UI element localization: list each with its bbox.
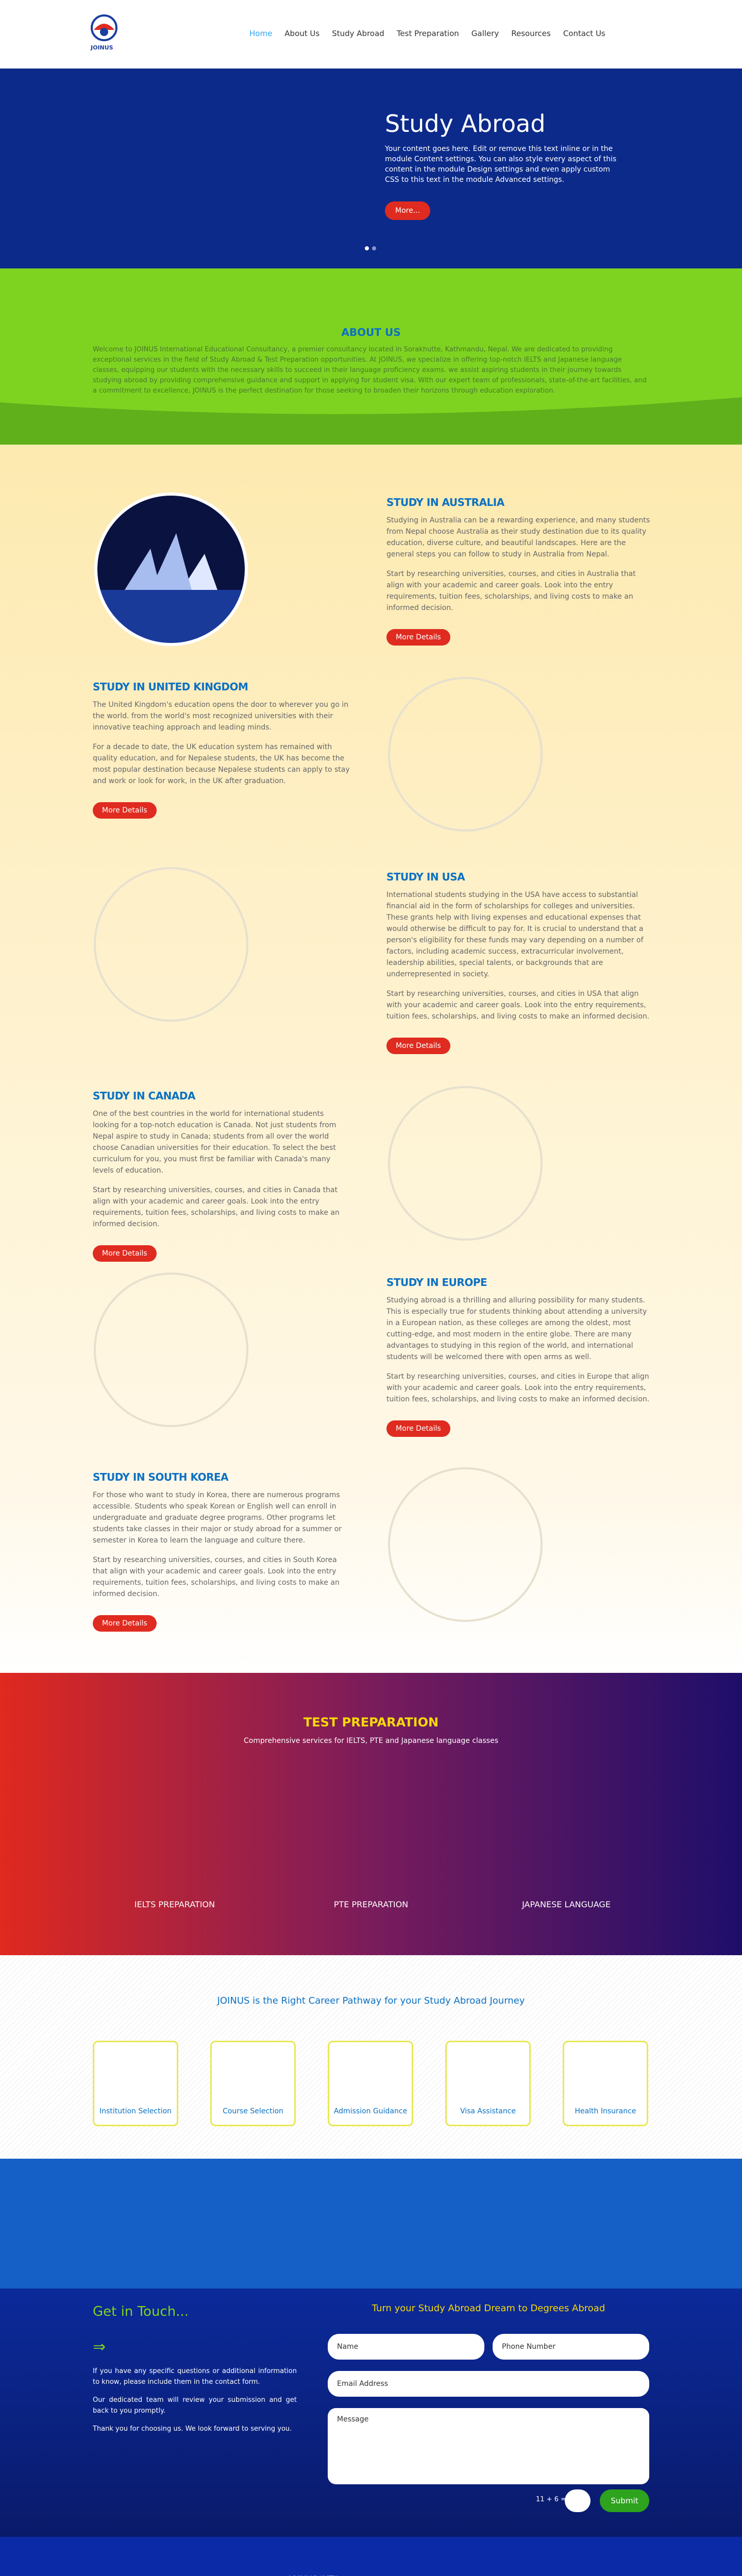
destination-image-placeholder <box>388 677 543 832</box>
destination-title: STUDY IN EUROPE <box>386 1276 487 1289</box>
pathway-card[interactable]: Admission Guidance <box>328 2041 413 2126</box>
contact-text: If you have any specific questions or ad… <box>93 2366 297 2442</box>
pathway-card[interactable]: Visa Assistance <box>445 2041 531 2126</box>
nav-link[interactable]: Test Preparation <box>396 29 459 38</box>
more-details-button[interactable]: More Details <box>386 1038 450 1054</box>
contact-title: Get in Touch... <box>93 2304 189 2319</box>
destination-title: STUDY IN SOUTH KOREA <box>93 1471 229 1483</box>
destination-paragraph: For those who want to study in Korea, th… <box>93 1491 342 1545</box>
logo-icon <box>91 14 117 41</box>
destination-image <box>94 493 248 646</box>
email-input[interactable]: Email Address <box>328 2371 649 2397</box>
nav-link[interactable]: Gallery <box>471 29 499 38</box>
destination-title: STUDY IN AUSTRALIA <box>386 496 504 509</box>
pathway-label: Course Selection <box>223 2107 283 2115</box>
nav-link[interactable]: Home <box>249 29 273 38</box>
destination-text: STUDY IN SOUTH KOREA For those who want t… <box>93 1471 350 1632</box>
nav-link[interactable]: Contact Us <box>563 29 605 38</box>
destination-paragraph: Studying in Australia can be a rewarding… <box>386 516 650 558</box>
pathway-label: Health Insurance <box>575 2107 636 2115</box>
hero-title: Study Abroad <box>385 110 546 138</box>
destination-paragraph: International students studying in the U… <box>386 891 644 978</box>
destination-paragraph: The United Kingdom's education opens the… <box>93 701 349 732</box>
test-prep-item[interactable]: JAPANESE LANGUAGE <box>522 1900 611 1909</box>
pathway-card[interactable]: Course Selection <box>210 2041 296 2126</box>
destination-paragraph: Start by researching universities, cours… <box>93 1556 340 1598</box>
contact-paragraph: If you have any specific questions or ad… <box>93 2367 297 2386</box>
contact-paragraph: Our dedicated team will review your subm… <box>93 2396 297 2415</box>
destination-paragraph: Start by researching universities, cours… <box>386 990 650 1021</box>
pathway-label: Institution Selection <box>99 2107 172 2115</box>
slider-dot[interactable] <box>365 246 369 250</box>
phone-input[interactable]: Phone Number <box>493 2334 649 2360</box>
more-details-button[interactable]: More Details <box>93 1245 157 1262</box>
org-line1: JOINUS INT'L <box>289 2574 341 2576</box>
submit-button[interactable]: Submit <box>600 2489 649 2512</box>
destination-paragraph: Start by researching universities, cours… <box>386 570 636 612</box>
destination-text: STUDY IN EUROPE Studying abroad is a thri… <box>386 1276 654 1437</box>
message-input[interactable]: Message <box>328 2408 649 2484</box>
band <box>0 2159 742 2289</box>
captcha-input[interactable] <box>565 2489 591 2512</box>
more-details-button[interactable]: More Details <box>386 1420 450 1437</box>
test-prep-title: TEST PREPARATION <box>303 1715 439 1730</box>
destination-text: STUDY IN CANADA One of the best countries… <box>93 1090 350 1262</box>
wave <box>0 397 742 445</box>
form-title: Turn your Study Abroad Dream to Degrees … <box>372 2303 605 2314</box>
about-text: Welcome to JOINUS International Educatio… <box>93 346 647 395</box>
test-prep-item[interactable]: IELTS PREPARATION <box>134 1900 215 1909</box>
pathway-card[interactable]: Institution Selection <box>93 2041 178 2126</box>
destination-text: STUDY IN UNITED KINGDOM The United Kingdo… <box>93 681 350 819</box>
destination-paragraph: Start by researching universities, cours… <box>386 1372 650 1403</box>
hero-button[interactable]: More... <box>385 201 431 220</box>
destination-image-placeholder <box>388 1086 543 1241</box>
slider-dot[interactable] <box>372 246 376 250</box>
test-prep: TEST PREPARATION Comprehensive services … <box>0 1673 742 1955</box>
destination-paragraph: One of the best countries in the world f… <box>93 1110 336 1175</box>
destination-title: STUDY IN USA <box>386 871 465 883</box>
nav-link[interactable]: Study Abroad <box>332 29 384 38</box>
destination-title: STUDY IN UNITED KINGDOM <box>93 681 248 693</box>
destination-text: STUDY IN AUSTRALIA Studying in Australia … <box>386 496 654 646</box>
destination-paragraph: For a decade to date, the UK education s… <box>93 743 350 785</box>
captcha-label: 11 + 6 = <box>536 2496 566 2503</box>
destination-image-placeholder <box>94 867 248 1022</box>
contact: Get in Touch... ⇒ If you have any specif… <box>0 2289 742 2537</box>
nav: Home About Us Study Abroad Test Preparation… <box>249 29 605 38</box>
more-details-button[interactable]: More Details <box>386 629 450 646</box>
more-details-button[interactable]: More Details <box>93 1615 157 1632</box>
hero-text: Your content goes here. Edit or remove t… <box>385 145 617 184</box>
nav-link[interactable]: About Us <box>284 29 320 38</box>
destination-paragraph: Start by researching universities, cours… <box>93 1186 340 1228</box>
more-details-button[interactable]: More Details <box>93 802 157 819</box>
hero: Study Abroad Your content goes here. Edi… <box>0 69 742 268</box>
destination-text: STUDY IN USA International students study… <box>386 871 654 1054</box>
about: ABOUT US Welcome to JOINUS International… <box>0 268 742 445</box>
destinations: STUDY IN AUSTRALIA Studying in Australia … <box>0 445 742 1673</box>
destination-paragraph: Studying abroad is a thrilling and allur… <box>386 1296 647 1361</box>
about-title: ABOUT US <box>341 326 401 338</box>
test-prep-item[interactable]: PTE PREPARATION <box>333 1900 409 1909</box>
contact-paragraph: Thank you for choosing us. We look forwa… <box>93 2425 292 2433</box>
destination-title: STUDY IN CANADA <box>93 1090 195 1102</box>
contact-arrow: ⇒ <box>93 2338 106 2356</box>
logo-text: JOINUS <box>91 44 113 51</box>
header: JOINUS Home About Us Study Abroad Test Prep… <box>0 0 742 69</box>
pathway: JOINUS is the Right Career Pathway for y… <box>0 1955 742 2159</box>
destination-image-placeholder <box>388 1467 543 1622</box>
nav-link[interactable]: Resources <box>511 29 551 38</box>
pathway-title: JOINUS is the Right Career Pathway for y… <box>217 1995 525 2006</box>
pathway-label: Visa Assistance <box>460 2107 516 2115</box>
pathway-card[interactable]: Health Insurance <box>563 2041 648 2126</box>
pathway-label: Admission Guidance <box>333 2107 408 2115</box>
test-prep-subtitle: Comprehensive services for IELTS, PTE an… <box>244 1737 498 1745</box>
name-input[interactable]: Name <box>328 2334 484 2360</box>
destination-image-placeholder <box>94 1273 248 1427</box>
footer: JOINUS INT'L Educational Consultancy Sor… <box>0 2537 742 2576</box>
